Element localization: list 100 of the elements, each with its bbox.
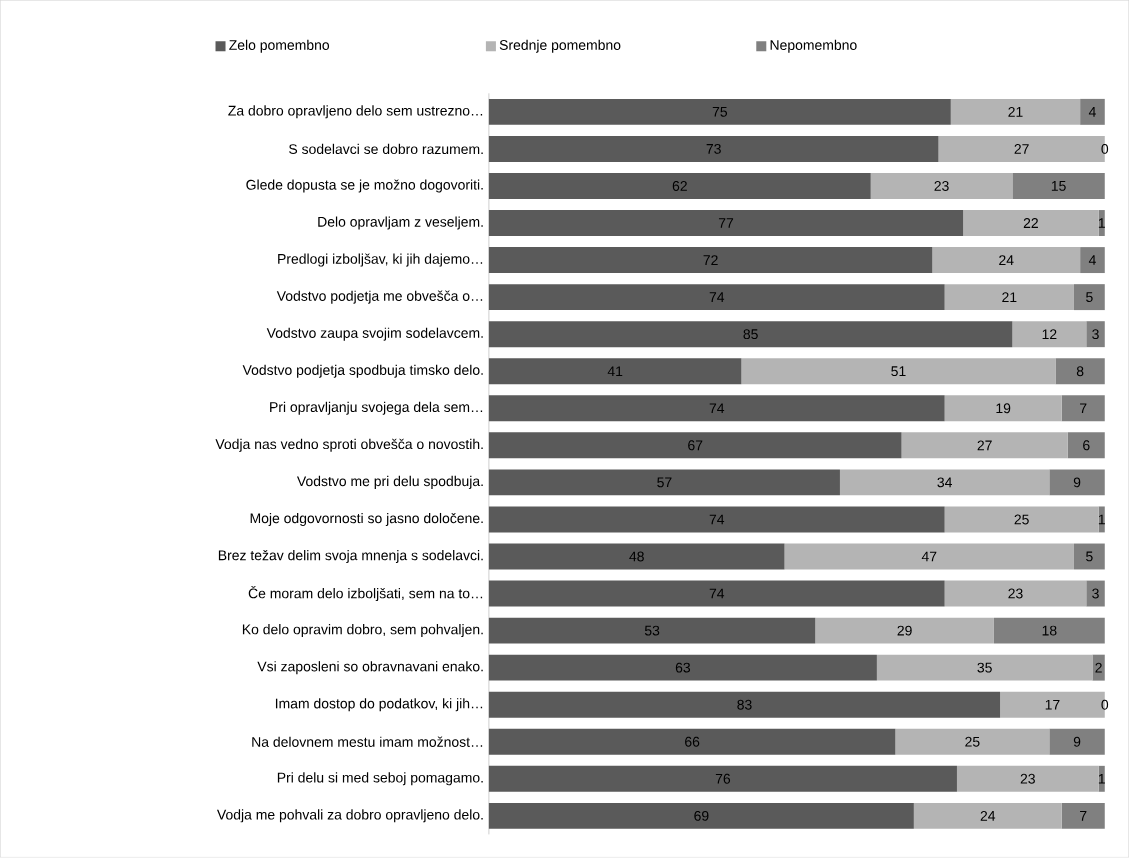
data-label: 24 xyxy=(999,255,1014,266)
y-tick-label: Pri opravljanju svojega dela sem… xyxy=(270,401,483,415)
data-label: 21 xyxy=(1002,292,1017,303)
data-label: 24 xyxy=(980,811,996,821)
data-label: 48 xyxy=(629,551,644,562)
data-label: 74 xyxy=(709,588,725,599)
data-label: 29 xyxy=(897,625,912,636)
bar xyxy=(839,469,1050,496)
data-label: 69 xyxy=(694,811,709,821)
y-tick-label: Vodja nas vedno sproti obvešča o novostih. xyxy=(215,438,483,453)
y-tick-label: Vodstvo podjetja me obvešča o… xyxy=(276,290,483,304)
data-label: 85 xyxy=(743,329,758,340)
bar xyxy=(876,654,1093,681)
bar xyxy=(488,321,1013,348)
bar xyxy=(1086,580,1105,607)
data-label: 53 xyxy=(644,625,660,636)
data-label: 7 xyxy=(1080,811,1087,821)
data-label: 18 xyxy=(1042,625,1057,636)
data-label: 7 xyxy=(1080,403,1087,414)
data-label: 4 xyxy=(1088,255,1096,266)
data-label: 17 xyxy=(1045,700,1060,710)
data-label: 57 xyxy=(657,477,672,488)
data-label: 63 xyxy=(675,662,691,673)
bar xyxy=(932,247,1081,274)
data-label: 25 xyxy=(965,736,980,747)
bar xyxy=(488,210,964,237)
data-label: 73 xyxy=(706,144,721,155)
bar xyxy=(488,247,933,274)
bar xyxy=(993,617,1105,644)
bar xyxy=(488,543,785,570)
data-label: 35 xyxy=(977,662,992,673)
data-label: 23 xyxy=(1020,774,1035,784)
legend-label: Nepomembno xyxy=(770,39,857,53)
y-tick-label: S sodelavci se dobro razumem. xyxy=(289,143,483,155)
data-label: 83 xyxy=(737,699,752,710)
bar xyxy=(956,766,1099,792)
data-label: 12 xyxy=(1042,329,1057,340)
bar xyxy=(488,617,816,644)
data-label: 22 xyxy=(1023,218,1038,229)
data-label: 51 xyxy=(891,366,906,377)
data-label: 4 xyxy=(1088,107,1096,117)
data-label: 74 xyxy=(709,403,725,414)
y-tick-label: Če moram delo izboljšati, sem na to… xyxy=(248,586,483,602)
bar xyxy=(1080,247,1105,274)
bar xyxy=(488,803,914,830)
bar xyxy=(488,506,945,533)
bar xyxy=(488,432,902,459)
data-label: 5 xyxy=(1086,292,1093,303)
bar xyxy=(944,395,1062,422)
data-label: 62 xyxy=(672,181,687,192)
y-tick-label: Imam dostop do podatkov, ki jih… xyxy=(275,698,483,712)
bar xyxy=(1080,99,1105,126)
bar xyxy=(488,284,945,311)
bar xyxy=(913,803,1062,830)
bar xyxy=(1055,358,1105,385)
bar xyxy=(488,395,945,422)
bar xyxy=(488,173,871,200)
bar xyxy=(944,506,1099,533)
data-label: 23 xyxy=(934,181,949,192)
data-label: 34 xyxy=(937,477,952,488)
bar xyxy=(1086,321,1105,348)
data-label: 9 xyxy=(1073,477,1081,488)
data-label: 66 xyxy=(685,736,700,747)
y-tick-label: Predlogi izboljšav, ki jih dajemo… xyxy=(278,253,483,267)
data-label: 74 xyxy=(709,292,725,303)
bar xyxy=(1073,284,1105,311)
y-tick-label: Za dobro opravljeno delo sem ustrezno… xyxy=(228,105,483,119)
bar xyxy=(1061,395,1105,422)
data-label: 25 xyxy=(1014,514,1029,525)
data-label: 0 xyxy=(1101,144,1109,155)
y-tick-label: Delo opravljam z veseljem. xyxy=(318,216,483,230)
data-label: 1 xyxy=(1098,774,1105,784)
data-label: 0 xyxy=(1101,699,1109,710)
bar xyxy=(488,728,896,755)
y-tick-label: Vsi zaposleni so obravnavani enako. xyxy=(257,661,483,675)
data-label: 9 xyxy=(1073,736,1081,747)
bar xyxy=(784,543,1074,570)
data-label: 76 xyxy=(715,774,731,784)
bar xyxy=(741,358,1056,385)
bar xyxy=(488,99,951,126)
data-label: 21 xyxy=(1008,107,1023,117)
y-tick-label: Vodstvo podjetja spodbuja timsko delo. xyxy=(242,364,483,378)
bar xyxy=(488,358,742,385)
bar xyxy=(895,728,1050,755)
data-label: 5 xyxy=(1086,551,1093,562)
data-label: 15 xyxy=(1051,181,1066,192)
bar xyxy=(950,99,1081,126)
bar xyxy=(1067,432,1105,459)
bar xyxy=(815,617,994,644)
data-label: 19 xyxy=(996,403,1011,414)
data-label: 27 xyxy=(1014,144,1029,154)
bar xyxy=(944,284,1074,311)
data-label: 27 xyxy=(977,440,992,451)
data-label: 8 xyxy=(1076,366,1084,377)
legend-label: Zelo pomembno xyxy=(229,39,330,53)
bar xyxy=(1061,803,1105,830)
data-label: 3 xyxy=(1092,588,1099,599)
y-tick-label: Vodja me pohvali za dobro opravljeno delo. xyxy=(216,809,483,823)
data-label: 41 xyxy=(607,366,623,377)
y-tick-label: Na delovnem mestu imam možnost… xyxy=(252,736,483,748)
